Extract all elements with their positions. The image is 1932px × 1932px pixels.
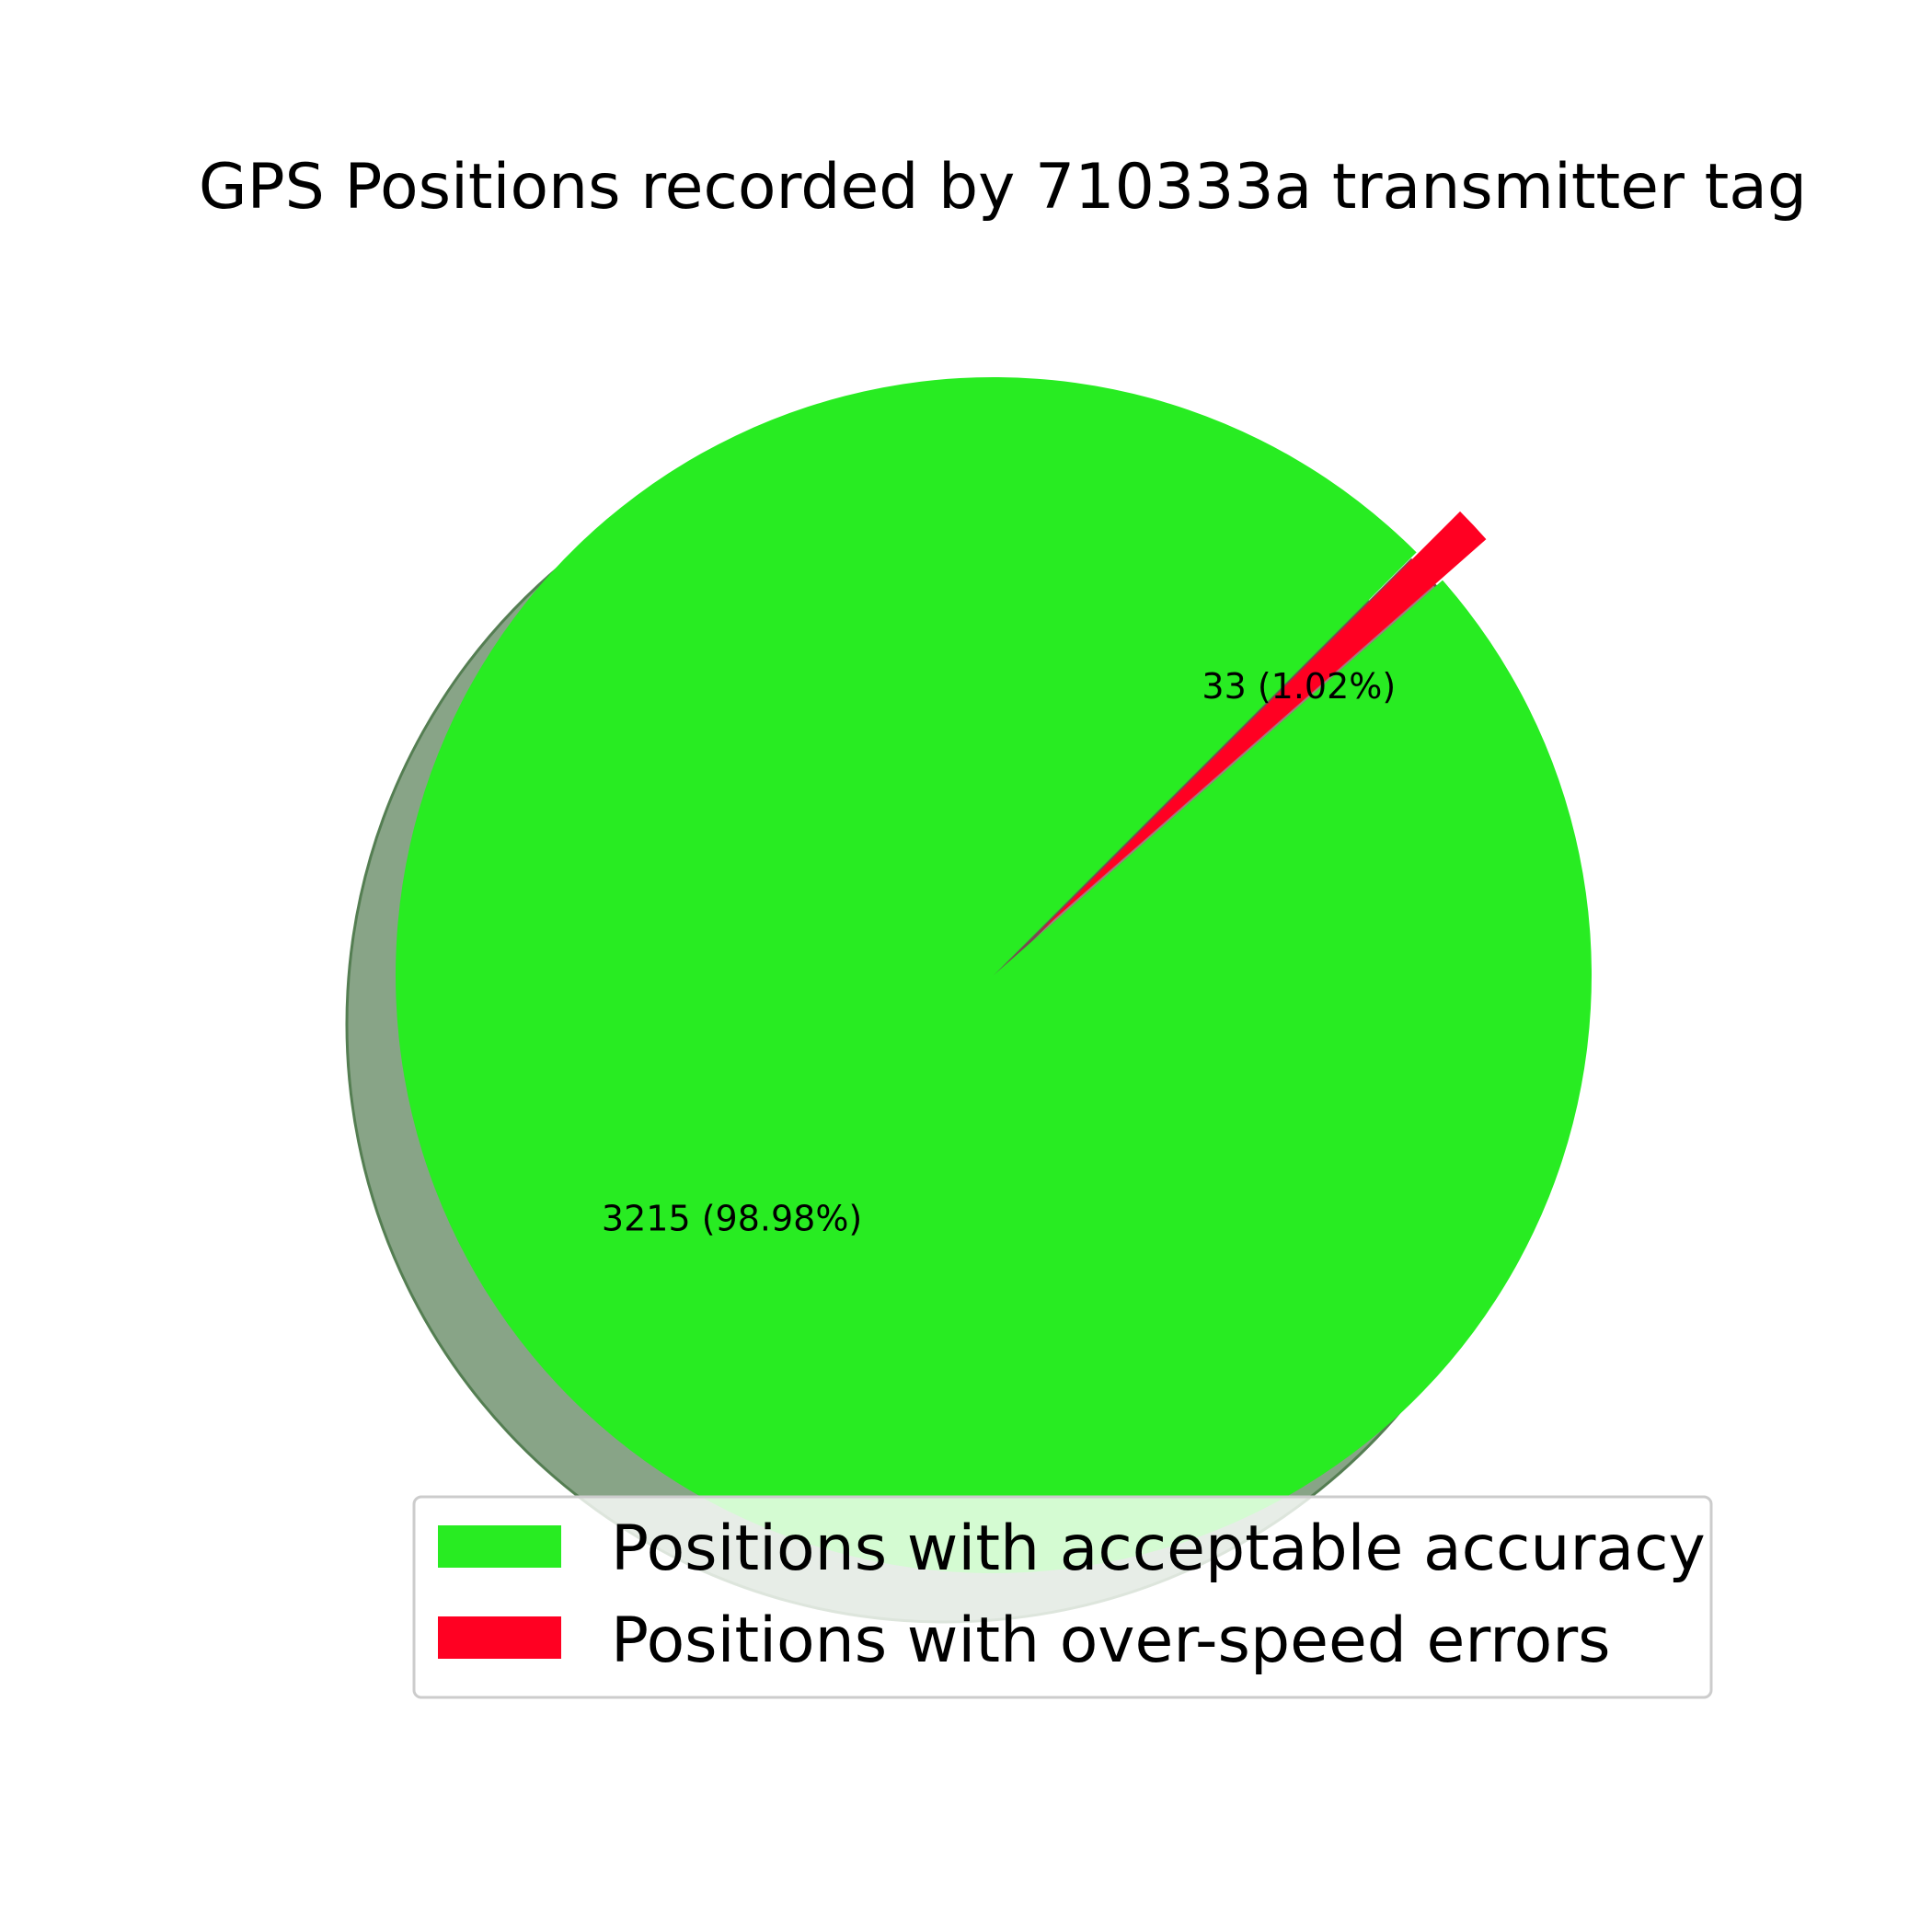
pie-slices <box>396 377 1593 1574</box>
slice-label-acceptable: 3215 (98.98%) <box>602 1198 862 1238</box>
legend-entry: Positions with over-speed errors <box>438 1604 1611 1677</box>
pie-slice-acceptable <box>396 377 1593 1574</box>
slice-label-over-speed: 33 (1.02%) <box>1202 666 1396 707</box>
legend-label-acceptable: Positions with acceptable accuracy <box>611 1512 1706 1585</box>
legend-box <box>412 1495 1713 1699</box>
chart-title: GPS Positions recorded by 710333a transm… <box>199 151 1807 224</box>
slice-labels: 3215 (98.98%) 33 (1.02%) <box>602 666 1396 1238</box>
legend-swatch-over-speed <box>438 1616 561 1659</box>
legend: Positions with acceptable accuracy Posit… <box>412 1495 1713 1699</box>
legend-swatch-acceptable <box>438 1525 561 1568</box>
pie-slice-over-speed <box>1037 511 1487 935</box>
legend-entry: Positions with acceptable accuracy <box>438 1512 1706 1585</box>
legend-label-over-speed: Positions with over-speed errors <box>611 1604 1611 1677</box>
